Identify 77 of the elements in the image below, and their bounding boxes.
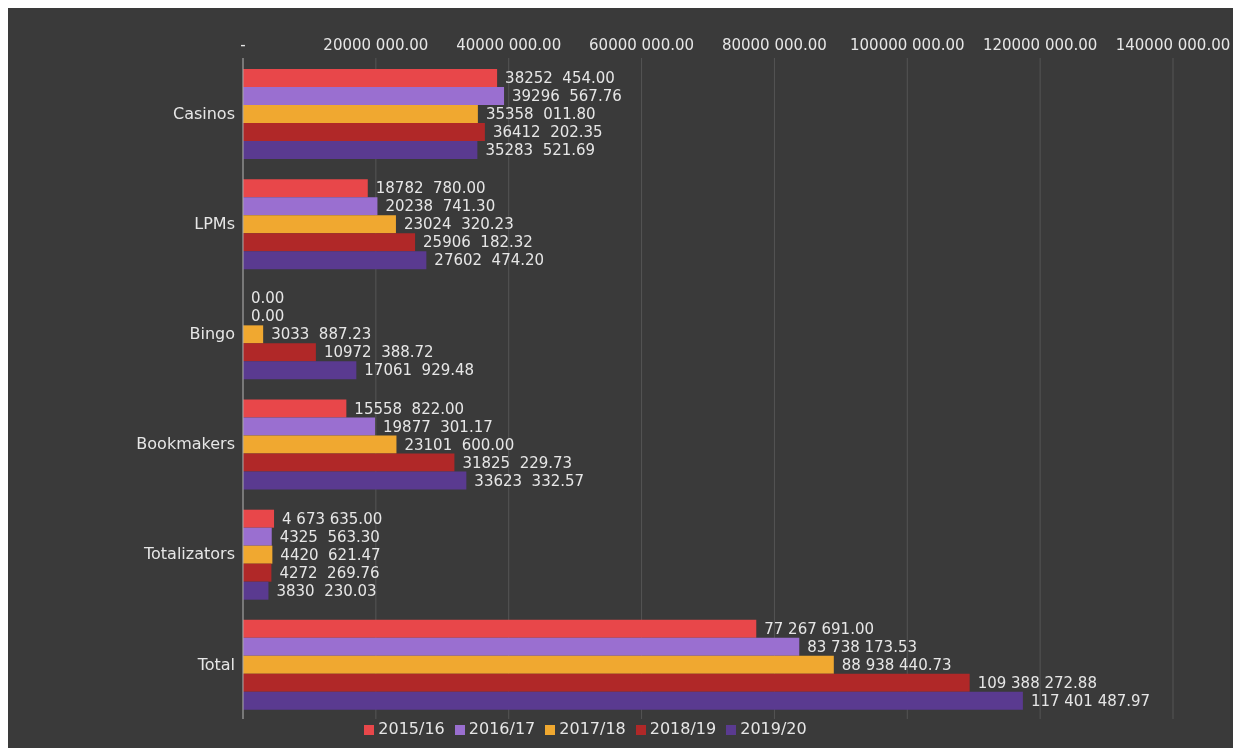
bar	[243, 453, 455, 472]
bar	[243, 141, 478, 160]
bar	[243, 673, 970, 692]
bar	[243, 545, 273, 564]
x-tick-label: 20000 000.00	[323, 36, 429, 54]
x-tick-label: 120000 000.00	[982, 36, 1098, 54]
data-label: 33623 332.57	[474, 471, 585, 490]
data-label: 35358 011.80	[485, 105, 596, 124]
legend-label: 2018/19	[649, 719, 717, 738]
legend-label: 2016/17	[468, 719, 536, 738]
data-label: 4 673 635.00	[282, 509, 383, 528]
bar	[243, 417, 376, 436]
data-label: 0.00	[251, 307, 285, 326]
data-label: 36412 202.35	[492, 123, 603, 142]
legend-label: 2015/16	[378, 719, 445, 738]
data-label: 18782 780.00	[375, 179, 486, 198]
data-label: 19877 301.17	[383, 417, 493, 436]
data-label: 10972 388.72	[323, 343, 434, 362]
data-label: 23101 600.00	[404, 435, 515, 454]
data-label: 117 401 487.97	[1030, 691, 1151, 710]
x-tick-label: 80000 000.00	[721, 36, 827, 54]
data-label: 15558 822.00	[354, 399, 465, 418]
data-label: 4420 621.47	[280, 545, 381, 564]
data-label: 35283 521.69	[485, 141, 596, 160]
data-label: 109 388 272.88	[977, 673, 1097, 692]
bar	[243, 251, 427, 270]
x-tick-label: -	[240, 36, 246, 54]
data-label: 25906 182.32	[423, 233, 533, 252]
data-label: 17061 929.48	[364, 361, 475, 380]
data-label: 38252 454.00	[505, 69, 615, 88]
x-tick-label: 100000 000.00	[850, 36, 965, 54]
data-label: 83 738 173.53	[807, 637, 918, 656]
bar	[243, 563, 272, 582]
y-tick-label: Total	[196, 654, 235, 674]
data-label: 4272 269.76	[279, 563, 380, 582]
y-tick-label: Bookmakers	[136, 434, 235, 454]
y-tick-label: Casinos	[172, 103, 235, 123]
x-tick-label: 140000 000.00	[1115, 36, 1231, 54]
data-label: 31825 229.73	[462, 453, 573, 472]
bar	[243, 179, 368, 198]
bar	[243, 197, 378, 216]
x-tick-label: 60000 000.00	[589, 36, 695, 54]
bar	[243, 637, 800, 656]
data-label: 88 938 440.73	[841, 655, 952, 674]
y-tick-label: Bingo	[189, 324, 235, 344]
y-tick-label: Totalizators	[143, 544, 235, 564]
bar	[243, 105, 478, 124]
bar	[243, 215, 396, 234]
bar	[243, 581, 269, 600]
legend-label: 2019/20	[740, 719, 807, 738]
bar	[243, 691, 1023, 710]
bar	[243, 343, 316, 362]
bar	[243, 233, 416, 252]
data-label: 27602 474.20	[434, 251, 545, 270]
bar	[243, 399, 347, 418]
data-label: 77 267 691.00	[764, 619, 875, 638]
bar	[243, 325, 264, 344]
data-label: 0.00	[251, 289, 285, 308]
bar	[243, 655, 834, 674]
y-tick-label: LPMs	[194, 213, 235, 233]
data-label: 3830 230.03	[276, 581, 377, 600]
data-label: 3033 887.23	[271, 325, 372, 344]
bar	[243, 619, 757, 638]
bar	[243, 361, 357, 380]
bar	[243, 471, 467, 490]
x-tick-label: 40000 000.00	[456, 36, 562, 54]
bar	[243, 69, 498, 88]
bar	[243, 87, 505, 106]
bar	[243, 527, 272, 546]
data-label: 23024 320.23	[403, 215, 514, 234]
legend-label: 2017/18	[559, 719, 626, 738]
bar	[243, 509, 275, 528]
bar	[243, 123, 485, 142]
data-label: 20238 741.30	[385, 197, 496, 216]
bar	[243, 435, 397, 454]
data-label: 39296 567.76	[512, 87, 622, 106]
data-label: 4325 563.30	[279, 527, 380, 546]
